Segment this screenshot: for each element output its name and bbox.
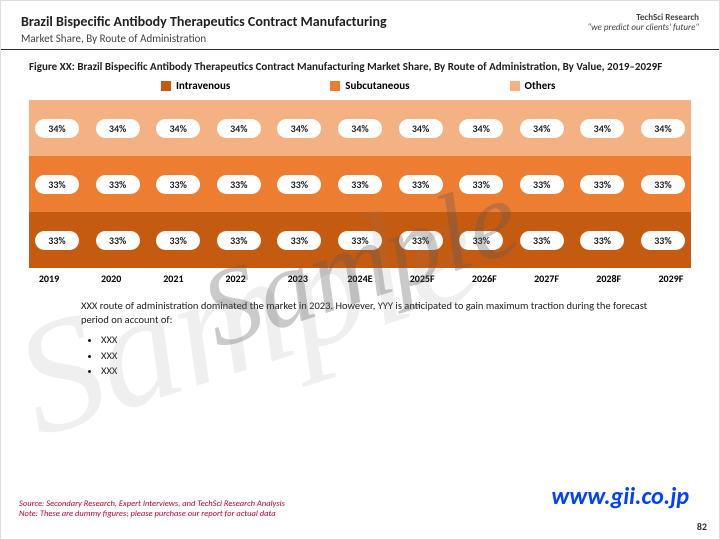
x-tick: 2021 bbox=[159, 272, 187, 285]
brand-logo: TechSci Research"we predict our clients'… bbox=[588, 13, 700, 33]
page-header: Brazil Bispecific Antibody Therapeutics … bbox=[1, 1, 719, 50]
bullet-item: XXX bbox=[101, 333, 669, 347]
data-label: 34% bbox=[277, 119, 321, 138]
data-label: 33% bbox=[96, 175, 140, 194]
page-subtitle: Market Share, By Route of Administration bbox=[21, 32, 588, 45]
page-number: 82 bbox=[697, 520, 707, 533]
legend-item: Intravenous bbox=[161, 79, 230, 92]
data-label: 34% bbox=[641, 119, 685, 138]
body-paragraph: XXX route of administration dominated th… bbox=[81, 299, 669, 378]
data-label: 33% bbox=[399, 231, 443, 250]
data-label: 34% bbox=[399, 119, 443, 138]
data-label: 33% bbox=[641, 231, 685, 250]
data-label: 33% bbox=[580, 175, 624, 194]
x-tick: 2020 bbox=[97, 272, 125, 285]
x-tick: 2026F bbox=[470, 272, 498, 285]
data-label: 34% bbox=[459, 119, 503, 138]
data-label: 33% bbox=[338, 231, 382, 250]
bullet-item: XXX bbox=[101, 349, 669, 363]
data-label: 33% bbox=[217, 175, 261, 194]
data-label: 33% bbox=[520, 231, 564, 250]
source-note: Source: Secondary Research, Expert Inter… bbox=[19, 499, 285, 519]
x-tick: 2023 bbox=[284, 272, 312, 285]
x-tick: 2029F bbox=[657, 272, 685, 285]
x-tick: 2022 bbox=[222, 272, 250, 285]
legend-swatch bbox=[161, 81, 171, 91]
data-label: 33% bbox=[459, 175, 503, 194]
x-tick: 2019 bbox=[35, 272, 63, 285]
data-label: 33% bbox=[641, 175, 685, 194]
data-label: 33% bbox=[217, 231, 261, 250]
chart-band: 33% 33% 33% 33% 33% 33% 33% 33% 33% 33% 33% bbox=[29, 156, 691, 212]
chart-band: 34% 34% 34% 34% 34% 34% 34% 34% 34% 34% 34% bbox=[29, 100, 691, 156]
data-label: 33% bbox=[156, 231, 200, 250]
data-label: 33% bbox=[580, 231, 624, 250]
data-label: 34% bbox=[96, 119, 140, 138]
data-label: 33% bbox=[338, 175, 382, 194]
legend-item: Subcutaneous bbox=[330, 79, 409, 92]
page-container: Brazil Bispecific Antibody Therapeutics … bbox=[0, 0, 720, 540]
data-label: 33% bbox=[35, 175, 79, 194]
data-label: 33% bbox=[277, 231, 321, 250]
legend-item: Others bbox=[510, 79, 556, 92]
x-tick: 2028F bbox=[595, 272, 623, 285]
page-title: Brazil Bispecific Antibody Therapeutics … bbox=[21, 13, 588, 30]
data-label: 33% bbox=[156, 175, 200, 194]
data-label: 34% bbox=[580, 119, 624, 138]
figure-caption: Figure XX: Brazil Bispecific Antibody Th… bbox=[29, 60, 691, 73]
data-label: 34% bbox=[35, 119, 79, 138]
bullet-list: XXX XXX XXX bbox=[101, 333, 669, 378]
stacked-bar-chart: 34%34%34%34%34%34%34%34%34%34%34%33%33%3… bbox=[29, 100, 691, 285]
chart-legend: Intravenous Subcutaneous Others bbox=[1, 79, 719, 92]
legend-swatch bbox=[330, 81, 340, 91]
chart-band: 33% 33% 33% 33% 33% 33% 33% 33% 33% 33% 33% bbox=[29, 212, 691, 268]
x-tick: 2024E bbox=[346, 272, 374, 285]
legend-swatch bbox=[510, 81, 520, 91]
x-tick: 2025F bbox=[408, 272, 436, 285]
data-label: 33% bbox=[459, 231, 503, 250]
data-label: 33% bbox=[35, 231, 79, 250]
x-tick: 2027F bbox=[533, 272, 561, 285]
data-label: 33% bbox=[520, 175, 564, 194]
data-label: 33% bbox=[277, 175, 321, 194]
bullet-item: XXX bbox=[101, 364, 669, 378]
brand-url: www.gii.co.jp bbox=[551, 482, 689, 511]
data-label: 33% bbox=[96, 231, 140, 250]
x-axis: 2019 2020 2021 2022 2023 2024E 2025F 2026F 2027F… bbox=[29, 268, 691, 285]
data-label: 34% bbox=[338, 119, 382, 138]
data-label: 34% bbox=[156, 119, 200, 138]
data-label: 34% bbox=[217, 119, 261, 138]
data-label: 33% bbox=[399, 175, 443, 194]
data-label: 34% bbox=[520, 119, 564, 138]
